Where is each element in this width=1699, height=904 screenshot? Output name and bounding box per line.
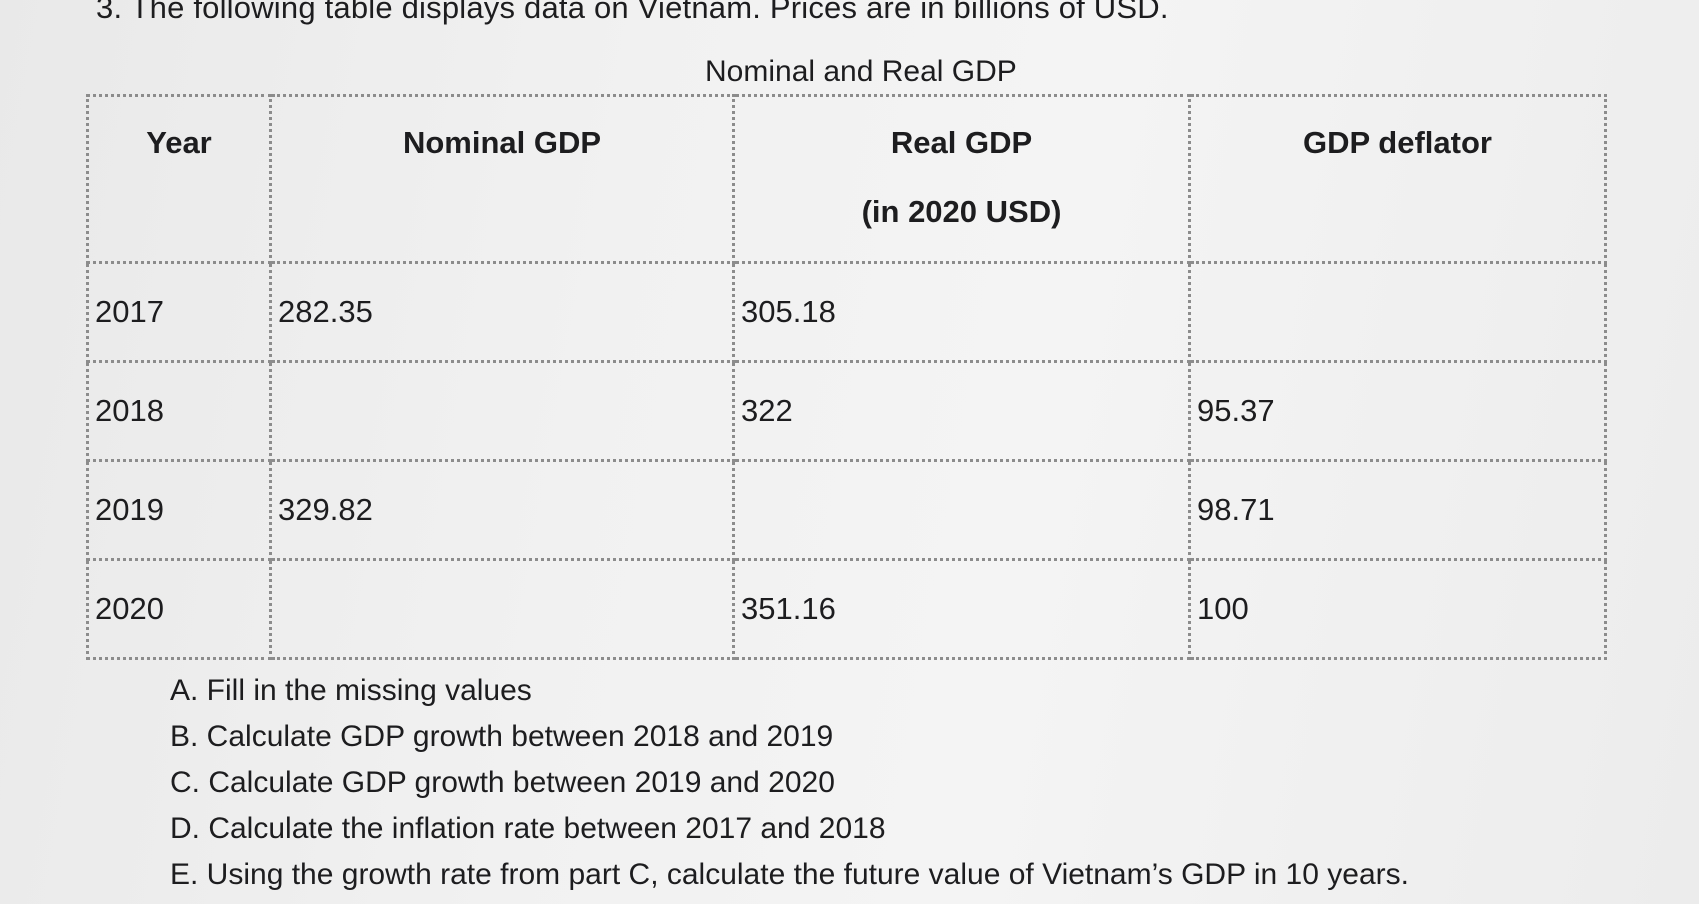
cell-nominal-gdp: 329.82 — [269, 459, 735, 561]
table-row: 2018 322 95.37 — [86, 360, 1607, 462]
question-item-e: E. Using the growth rate from part C, ca… — [170, 858, 1409, 891]
cell-real-gdp: 351.16 — [732, 558, 1191, 660]
cell-real-gdp — [732, 459, 1191, 561]
cell-year: 2017 — [86, 261, 272, 363]
cell-gdp-deflator: 98.71 — [1188, 459, 1607, 561]
header-nominal-gdp-label: Nominal GDP — [402, 125, 602, 160]
header-gdp-deflator: GDP deflator — [1188, 94, 1607, 264]
question-item-c: C. Calculate GDP growth between 2019 and… — [170, 766, 835, 799]
cell-real-gdp: 322 — [732, 360, 1191, 462]
table-title: Nominal and Real GDP — [705, 55, 1017, 88]
question-item-d: D. Calculate the inflation rate between … — [170, 812, 886, 845]
cell-gdp-deflator — [1188, 261, 1607, 363]
header-real-gdp-sublabel: (in 2020 USD) — [861, 194, 1062, 229]
header-nominal-gdp: Nominal GDP — [269, 94, 735, 264]
cell-real-gdp: 305.18 — [732, 261, 1191, 363]
question-item-a: A. Fill in the missing values — [170, 674, 532, 707]
header-real-gdp-label: Real GDP — [890, 125, 1033, 160]
table-header-row: Year Nominal GDP Real GDP (in 2020 USD) … — [86, 94, 1607, 264]
question-list: A. Fill in the missing values B. Calcula… — [170, 668, 1409, 898]
question-item-b: B. Calculate GDP growth between 2018 and… — [170, 720, 834, 753]
question-intro: 3. The following table displays data on … — [96, 0, 1169, 25]
gdp-table: Year Nominal GDP Real GDP (in 2020 USD) … — [86, 94, 1607, 660]
cell-year: 2020 — [86, 558, 272, 660]
cell-gdp-deflator: 95.37 — [1188, 360, 1607, 462]
header-year: Year — [86, 94, 272, 264]
header-year-label: Year — [146, 125, 212, 160]
table-row: 2020 351.16 100 — [86, 558, 1607, 660]
cell-nominal-gdp: 282.35 — [269, 261, 735, 363]
header-gdp-deflator-label: GDP deflator — [1303, 125, 1492, 160]
table-row: 2019 329.82 98.71 — [86, 459, 1607, 561]
cell-nominal-gdp — [269, 558, 735, 660]
cell-year: 2019 — [86, 459, 272, 561]
cell-year: 2018 — [86, 360, 272, 462]
cell-gdp-deflator: 100 — [1188, 558, 1607, 660]
cell-nominal-gdp — [269, 360, 735, 462]
header-real-gdp: Real GDP (in 2020 USD) — [732, 94, 1191, 264]
table-row: 2017 282.35 305.18 — [86, 261, 1607, 363]
